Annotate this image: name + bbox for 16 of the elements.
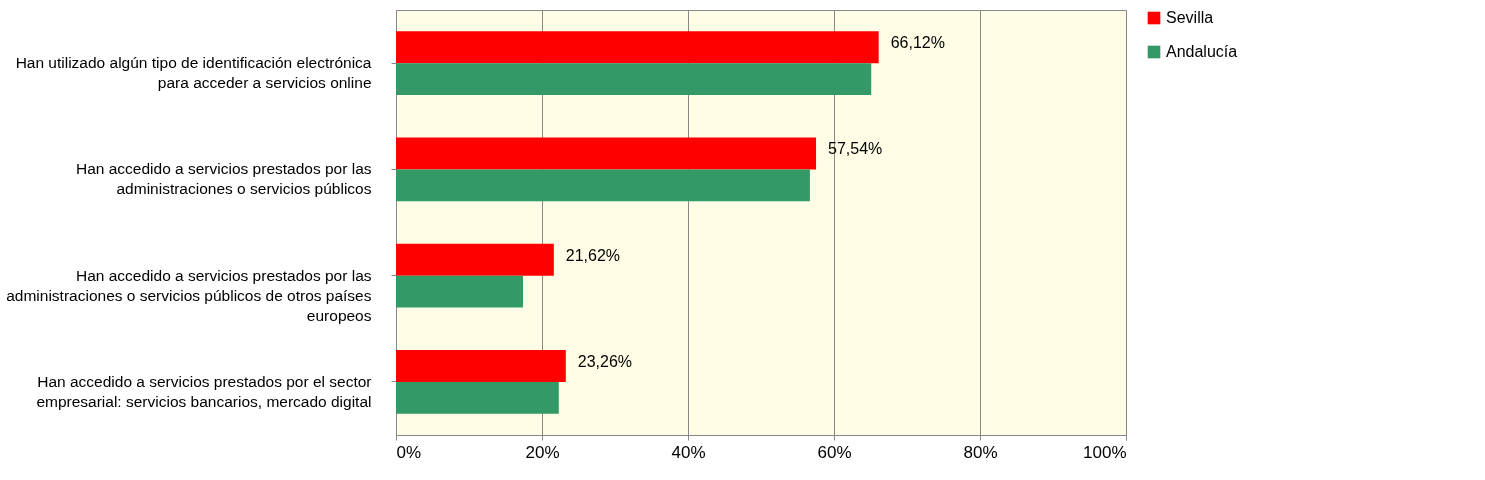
y-tick-label: Han accedido a servicios prestados por el sector empresarial: servicios bancarios, mercado digital [36,372,372,410]
x-tick-label: 0% [396,442,422,462]
y-tick-label: Han accedido a servicios prestados por las administraciones o servicios públicos [75,160,372,198]
x-tick-label: 60% [817,442,852,462]
x-tick-label: 20% [525,442,560,462]
data-label: 21,62% [565,246,621,264]
x-tick-label: 80% [963,442,998,462]
x-tick-label: 100% [1083,442,1127,462]
x-tick-label: 40% [671,442,706,462]
data-label: 66,12% [890,34,945,52]
y-tick-label: Han utilizado algún tipo de identificación electrónica para acceder a servicios online [15,54,372,92]
data-label: 23,26% [577,352,633,370]
legend-label: Andalucía [1166,43,1238,60]
data-label: 57,54% [828,140,883,158]
legend-label: Sevilla [1166,9,1214,26]
y-tick-label: Han accedido a servicios prestados por las administraciones o servicios públicos de otros países europeos [6,266,372,324]
